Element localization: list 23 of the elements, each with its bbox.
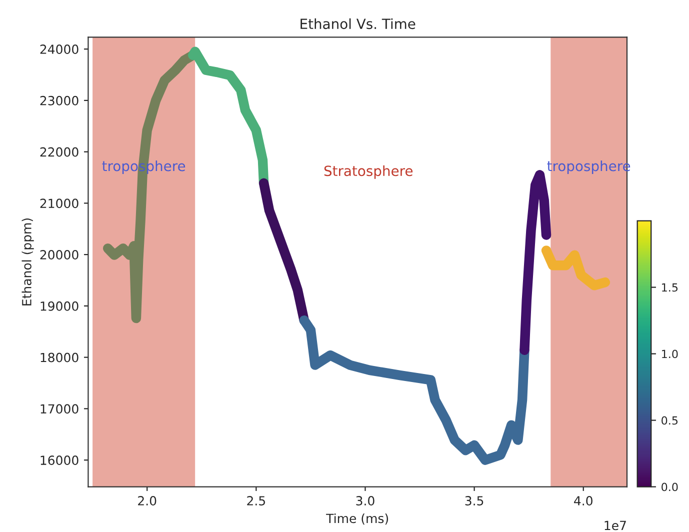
x-axis-title: Time (ms) [326,513,388,525]
y-tick-label: 21000 [40,198,78,208]
text: 1e7 [604,520,626,530]
color-bar-label: 1.5 [662,283,678,292]
chart-title: Ethanol Vs. Time [300,18,416,30]
x-tick-label: 3.5 [465,496,484,506]
color-bar-label: 1.0 [662,350,678,358]
y-axis-title: Ethanol (ppm) [22,218,34,306]
color-bar-label: 0.0 [662,482,678,492]
y-tick-label: 18000 [40,352,78,362]
y-tick-label: 17000 [40,404,78,414]
y-tick-label: 23000 [40,96,78,106]
x-tick-label: 3.0 [356,496,374,506]
annotation: Stratosphere [324,165,413,179]
color-bar-label: 0.5 [662,416,678,425]
x-tick-label: 4.0 [574,496,592,506]
y-tick-label: 24000 [40,44,78,54]
x-tick-label: 2.5 [247,496,266,506]
y-tick-label: 20000 [40,250,78,260]
x-tick-label: 2.0 [138,496,156,506]
y-tick-label: 19000 [40,301,78,311]
y-tick-label: 16000 [40,456,78,465]
y-tick-label: 22000 [40,147,78,157]
